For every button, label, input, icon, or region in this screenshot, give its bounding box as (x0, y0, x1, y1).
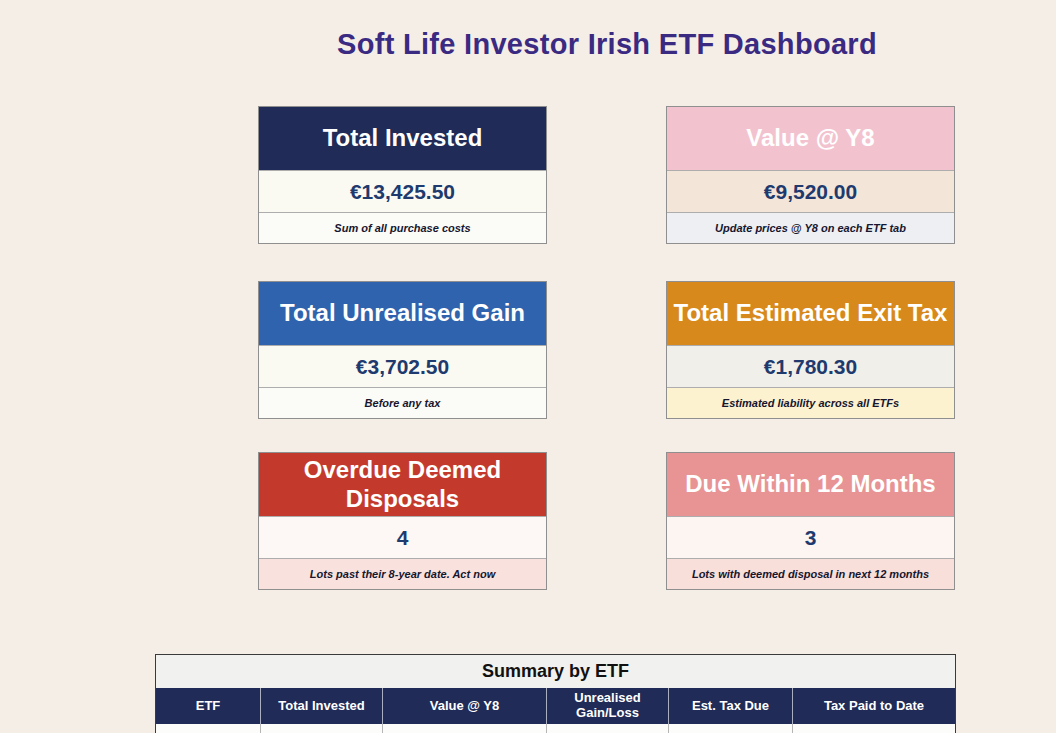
card-header: Total Estimated Exit Tax (667, 282, 954, 345)
table-cell (546, 724, 668, 733)
column-header-unrealised-gain-loss: Unrealised Gain/Loss (546, 688, 668, 724)
card-header: Total Invested (259, 107, 546, 170)
table-row (156, 724, 955, 733)
column-header-total-invested: Total Invested (260, 688, 382, 724)
table-header-row: ETF Total Invested Value @ Y8 Unrealised… (156, 688, 955, 724)
card-header: Value @ Y8 (667, 107, 954, 170)
metric-card-total-unrealised-gain: Total Unrealised Gain €3,702.50 Before a… (258, 281, 547, 419)
page-title: Soft Life Investor Irish ETF Dashboard (258, 28, 956, 61)
summary-by-etf-table: Summary by ETF ETF Total Invested Value … (155, 654, 956, 733)
card-header: Total Unrealised Gain (259, 282, 546, 345)
card-subtitle: Estimated liability across all ETFs (667, 387, 954, 418)
table-cell (792, 724, 955, 733)
table-title: Summary by ETF (156, 655, 955, 688)
card-subtitle: Update prices @ Y8 on each ETF tab (667, 212, 954, 243)
card-header: Due Within 12 Months (667, 453, 954, 516)
metric-card-total-invested: Total Invested €13,425.50 Sum of all pur… (258, 106, 547, 244)
table-cell (260, 724, 382, 733)
card-value: €13,425.50 (259, 170, 546, 212)
metric-card-total-estimated-exit-tax: Total Estimated Exit Tax €1,780.30 Estim… (666, 281, 955, 419)
column-header-tax-paid-to-date: Tax Paid to Date (792, 688, 955, 724)
card-subtitle: Sum of all purchase costs (259, 212, 546, 243)
table-cell (668, 724, 792, 733)
card-header: Overdue Deemed Disposals (259, 453, 546, 516)
table-cell (156, 724, 260, 733)
table-cell (382, 724, 546, 733)
metric-card-due-within-12-months: Due Within 12 Months 3 Lots with deemed … (666, 452, 955, 590)
card-value: €9,520.00 (667, 170, 954, 212)
card-subtitle: Lots with deemed disposal in next 12 mon… (667, 558, 954, 589)
metric-card-value-at-y8: Value @ Y8 €9,520.00 Update prices @ Y8 … (666, 106, 955, 244)
card-subtitle: Before any tax (259, 387, 546, 418)
card-subtitle: Lots past their 8-year date. Act now (259, 558, 546, 589)
card-value: €3,702.50 (259, 345, 546, 387)
column-header-etf: ETF (156, 688, 260, 724)
column-header-value-at-y8: Value @ Y8 (382, 688, 546, 724)
column-header-est-tax-due: Est. Tax Due (668, 688, 792, 724)
metric-card-overdue-deemed-disposals: Overdue Deemed Disposals 4 Lots past the… (258, 452, 547, 590)
card-value: 4 (259, 516, 546, 558)
card-value: €1,780.30 (667, 345, 954, 387)
card-value: 3 (667, 516, 954, 558)
